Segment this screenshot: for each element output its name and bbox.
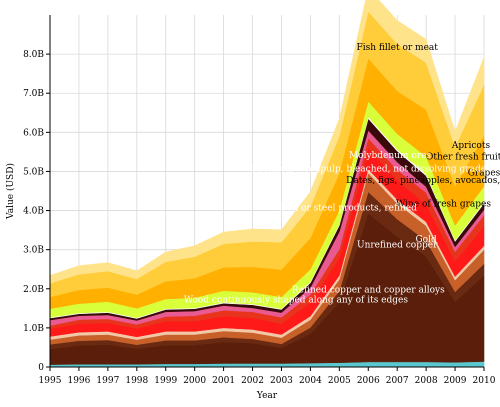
area-label: Gold	[415, 235, 436, 245]
x-tick-label: 1998	[125, 376, 148, 386]
x-tick-label: 1995	[39, 376, 62, 386]
area-series-13	[49, 0, 485, 284]
x-tick-label: 1999	[154, 376, 177, 386]
y-tick-label: 8.0B	[23, 50, 44, 60]
x-tick-label: 1996	[67, 376, 90, 386]
area-label: Other fresh fruit	[426, 153, 500, 163]
area-label: Chemical woodpulp, bleached, not dissolv…	[251, 164, 487, 174]
area-label: Wine of fresh grapes	[396, 200, 491, 210]
x-tick-label: 2007	[386, 376, 409, 386]
y-tick-label: 2.0B	[23, 285, 44, 295]
x-axis-title: Year	[256, 391, 278, 401]
y-ticks: 0 1.0B 2.0B 3.0B 4.0B 5.0B 6.0B 7.0B 8.0B	[23, 50, 50, 373]
x-tick-label: 2010	[473, 376, 496, 386]
x-tick-label: 2000	[183, 376, 206, 386]
y-tick-label: 3.0B	[23, 246, 44, 256]
x-tick-label: 2002	[241, 376, 264, 386]
area-label: Molybdenum ores	[349, 151, 431, 161]
x-tick-label: 2008	[415, 376, 438, 386]
y-tick-label: 4.0B	[23, 207, 44, 217]
axes	[49, 15, 484, 368]
y-tick-label: 6.0B	[23, 128, 44, 138]
area-label: Refined copper and copper alloys	[292, 286, 445, 296]
x-tick-label: 2001	[212, 376, 235, 386]
area-label: Dates, figs, pineapples, avocados, guava…	[346, 176, 500, 186]
x-tick-label: 2004	[299, 376, 322, 386]
area-label: Fish fillet or meat	[357, 43, 439, 53]
x-tick-label: 2009	[444, 376, 467, 386]
y-tick-label: 7.0B	[23, 89, 44, 99]
area-labels: Fish fillet or meat Apricots Other fresh f…	[184, 43, 500, 305]
y-tick-label: 1.0B	[23, 324, 44, 334]
y-tick-label: 0	[38, 363, 44, 373]
area-label: Unrefined copper	[357, 241, 438, 251]
x-tick-label: 2006	[357, 376, 380, 386]
x-tick-label: 1997	[96, 376, 119, 386]
area-label: Iron or steel products, refined	[279, 204, 417, 214]
y-tick-label: 5.0B	[23, 167, 44, 177]
area-label: Wood continuously shaped along any of it…	[184, 296, 409, 306]
area-label: Apricots	[451, 141, 491, 151]
x-tick-label: 2005	[328, 376, 351, 386]
x-ticks: 1995 1996 1997 1998 1999 2000 2001 2002 2003 2004…	[39, 367, 496, 386]
y-axis-title: Value (USD)	[5, 163, 16, 220]
x-tick-label: 2003	[270, 376, 293, 386]
area-label: Grapes	[468, 168, 500, 178]
